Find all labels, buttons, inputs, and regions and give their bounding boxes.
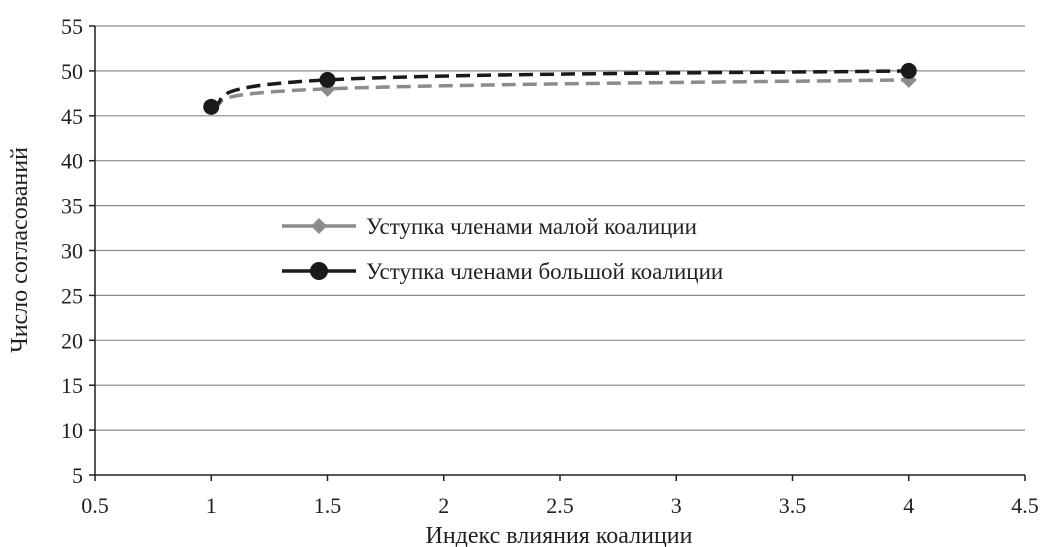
tick-labels: 5 10 15 20 25 30 35 40 45 50 55 0.5 1 1.5 2 2.5 3 3.5 4 4.5 (61, 14, 1039, 518)
y-tick-label: 45 (61, 104, 83, 129)
y-tick-label: 20 (61, 328, 83, 353)
data-point-series-2 (900, 62, 917, 79)
x-axis-title: Индекс влияния коалиции (425, 523, 692, 547)
x-tick-label: 3 (671, 493, 682, 518)
x-tick-label: 4 (903, 493, 914, 518)
x-tick-label: 4.5 (1011, 493, 1039, 518)
x-tick-label: 1 (206, 493, 217, 518)
legend-label-1: Уступка членами малой коалиции (366, 214, 697, 239)
legend-marker-2 (310, 262, 328, 280)
y-axis-title: Число согласований (7, 147, 33, 353)
series-line-1 (210, 78, 909, 109)
legend: Уступка членами малой коалиции Уступка чл… (282, 214, 723, 284)
y-tick-label: 55 (61, 14, 83, 39)
y-tick-label: 30 (61, 239, 83, 264)
y-tick-label: 15 (61, 373, 83, 398)
x-tick-label: 2.5 (546, 493, 574, 518)
y-tick-label: 10 (61, 418, 83, 443)
x-tick-label: 0.5 (81, 493, 109, 518)
legend-label-2: Уступка членами большой коалиции (366, 259, 723, 284)
y-tick-label: 25 (61, 283, 83, 308)
grid-lines (95, 25, 1025, 431)
data-point-series-2 (203, 98, 220, 115)
x-tick-label: 3.5 (779, 493, 807, 518)
y-tick-label: 50 (61, 59, 83, 84)
series-group (203, 62, 917, 115)
y-tick-label: 5 (72, 463, 83, 488)
x-tick-label: 1.5 (314, 493, 342, 518)
axes (89, 25, 1026, 481)
x-tick-label: 2 (438, 493, 449, 518)
y-tick-label: 40 (61, 149, 83, 174)
legend-marker-1 (311, 218, 327, 234)
y-tick-label: 35 (61, 194, 83, 219)
data-point-series-2 (319, 71, 336, 88)
